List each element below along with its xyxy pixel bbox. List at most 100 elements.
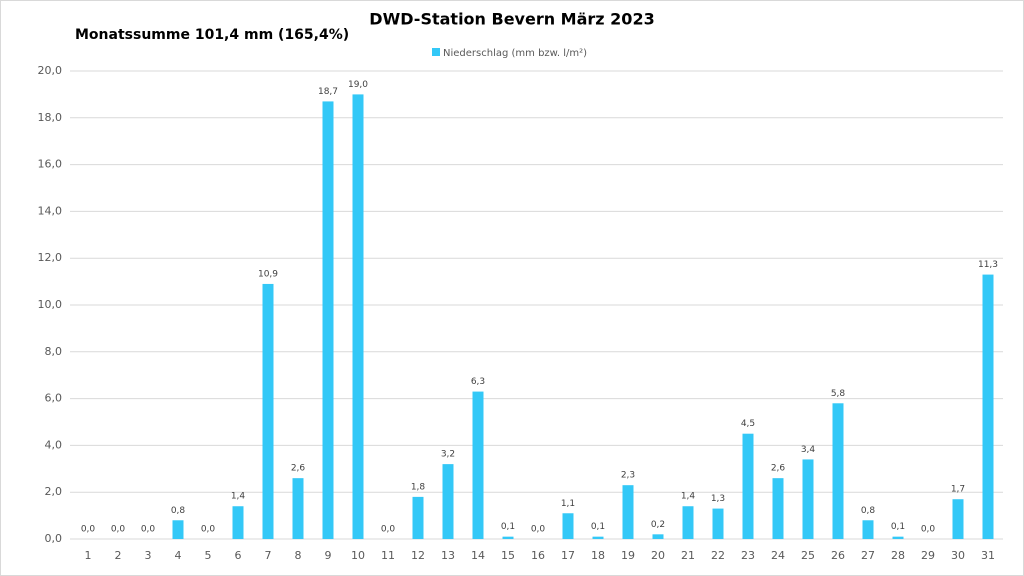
- bar: [592, 536, 604, 539]
- x-tick-label: 24: [771, 549, 785, 562]
- x-tick-label: 22: [711, 549, 725, 562]
- y-tick-label: 18,0: [38, 111, 63, 124]
- x-tick-label: 18: [591, 549, 605, 562]
- bar: [502, 536, 514, 539]
- x-tick-label: 23: [741, 549, 755, 562]
- x-tick-label: 26: [831, 549, 845, 562]
- bar: [232, 506, 244, 539]
- bar: [772, 478, 784, 539]
- x-tick-label: 28: [891, 549, 905, 562]
- y-tick-label: 2,0: [45, 485, 63, 498]
- x-tick-label: 10: [351, 549, 365, 562]
- y-tick-label: 14,0: [38, 204, 63, 217]
- y-tick-label: 16,0: [38, 158, 63, 171]
- x-tick-label: 7: [265, 549, 272, 562]
- x-tick-label: 11: [381, 549, 395, 562]
- data-label: 0,1: [891, 522, 905, 532]
- x-tick-label: 13: [441, 549, 455, 562]
- bar: [562, 513, 574, 539]
- data-label: 1,1: [561, 499, 575, 509]
- bar: [832, 403, 844, 539]
- chart-title: DWD-Station Bevern März 2023: [369, 10, 654, 29]
- data-label: 1,7: [951, 485, 965, 495]
- y-tick-label: 6,0: [45, 392, 63, 405]
- data-label: 0,2: [651, 520, 665, 530]
- data-label: 0,8: [171, 506, 186, 516]
- legend-label: Niederschlag (mm bzw. l/m²): [443, 48, 587, 59]
- data-label: 1,8: [411, 482, 426, 492]
- data-label: 1,4: [681, 492, 696, 502]
- y-tick-label: 10,0: [38, 298, 63, 311]
- data-label: 10,9: [258, 269, 278, 279]
- legend-swatch: [432, 48, 440, 56]
- y-tick-label: 0,0: [45, 532, 63, 545]
- data-label: 0,0: [921, 525, 936, 535]
- data-label: 0,0: [531, 525, 546, 535]
- x-tick-label: 15: [501, 549, 515, 562]
- bar: [622, 485, 634, 539]
- x-tick-label: 31: [981, 549, 995, 562]
- x-tick-label: 14: [471, 549, 485, 562]
- data-label: 0,1: [501, 522, 515, 532]
- x-tick-label: 6: [235, 549, 242, 562]
- bar: [442, 464, 454, 539]
- data-label: 3,4: [801, 445, 816, 455]
- data-label: 0,0: [381, 525, 396, 535]
- x-tick-label: 4: [175, 549, 182, 562]
- bar: [712, 508, 724, 539]
- data-label: 19,0: [348, 80, 368, 90]
- bar: [682, 506, 694, 539]
- x-tick-label: 17: [561, 549, 575, 562]
- bar: [322, 101, 334, 540]
- data-label: 1,3: [711, 494, 725, 504]
- bar: [982, 274, 994, 539]
- x-tick-label: 27: [861, 549, 875, 562]
- x-tick-label: 20: [651, 549, 665, 562]
- bar: [652, 534, 664, 539]
- y-tick-label: 4,0: [45, 438, 63, 451]
- data-label: 11,3: [978, 260, 998, 270]
- data-label: 1,4: [231, 492, 246, 502]
- y-tick-label: 8,0: [45, 345, 63, 358]
- y-tick-label: 12,0: [38, 251, 63, 264]
- data-label: 0,1: [591, 522, 605, 532]
- x-tick-label: 16: [531, 549, 545, 562]
- bar: [262, 283, 274, 539]
- x-tick-label: 21: [681, 549, 695, 562]
- x-tick-label: 30: [951, 549, 965, 562]
- bar: [292, 478, 304, 539]
- x-tick-label: 3: [145, 549, 152, 562]
- data-label: 2,6: [291, 464, 306, 474]
- data-label: 4,5: [741, 419, 755, 429]
- bar: [892, 536, 904, 539]
- x-tick-label: 9: [325, 549, 332, 562]
- data-label: 0,8: [861, 506, 876, 516]
- data-label: 5,8: [831, 389, 846, 399]
- data-label: 18,7: [318, 87, 338, 97]
- data-label: 0,0: [141, 525, 156, 535]
- bar: [862, 520, 874, 539]
- x-tick-label: 8: [295, 549, 302, 562]
- data-label: 3,2: [441, 450, 455, 460]
- x-tick-label: 12: [411, 549, 425, 562]
- x-tick-label: 5: [205, 549, 212, 562]
- data-label: 2,3: [621, 471, 635, 481]
- bar: [742, 433, 754, 539]
- data-label: 6,3: [471, 377, 485, 387]
- x-tick-label: 25: [801, 549, 815, 562]
- bar: [172, 520, 184, 539]
- bar: [352, 94, 364, 540]
- bar: [412, 496, 424, 539]
- y-tick-label: 20,0: [38, 64, 63, 77]
- x-tick-label: 2: [115, 549, 122, 562]
- data-label: 0,0: [201, 525, 216, 535]
- x-tick-label: 29: [921, 549, 935, 562]
- bar: [802, 459, 814, 539]
- annotation: Monatssumme 101,4 mm (165,4%): [75, 27, 349, 43]
- bar: [952, 499, 964, 539]
- data-label: 0,0: [111, 525, 126, 535]
- data-label: 2,6: [771, 464, 786, 474]
- x-tick-label: 1: [85, 549, 92, 562]
